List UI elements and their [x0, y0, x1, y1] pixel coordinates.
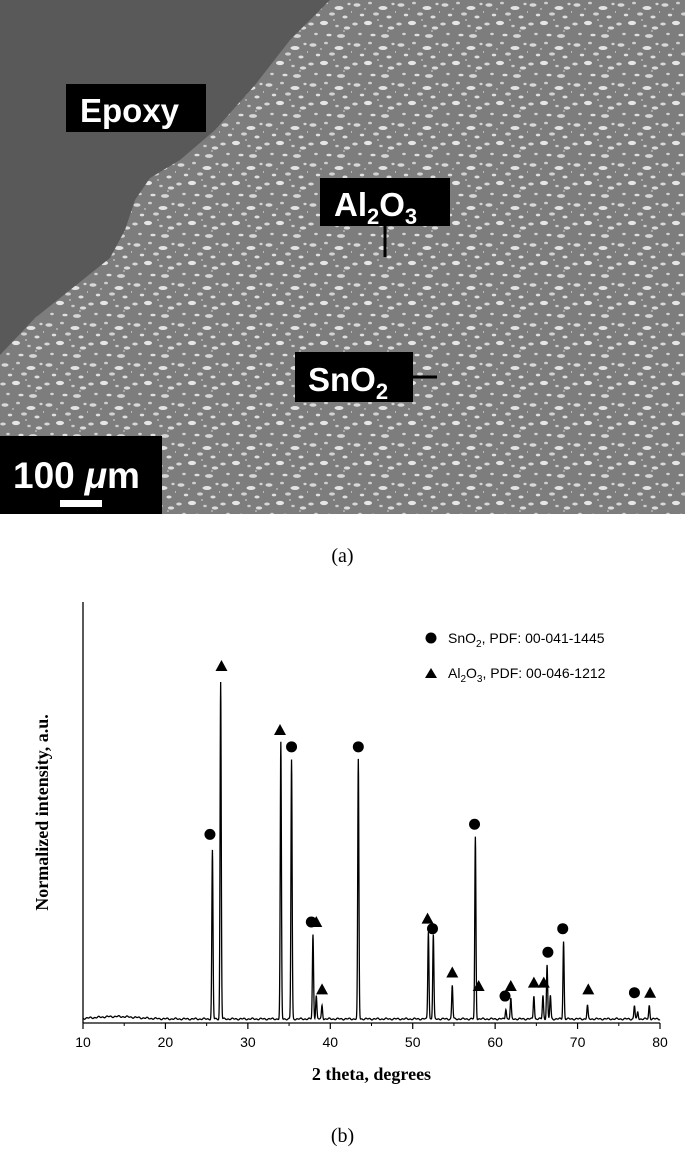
x-axis-title: 2 theta, degrees [312, 1064, 431, 1084]
scale-bar [60, 500, 102, 507]
x-tick-label: 50 [405, 1034, 421, 1050]
scale-bar-label: 100 μm [13, 455, 140, 496]
caption-a: (a) [331, 545, 354, 567]
sno2-peak-marker [542, 946, 554, 958]
al2o3-peak-marker [446, 966, 459, 978]
xrd-pattern-line [82, 682, 661, 1021]
al2o3-peak-marker [537, 976, 550, 988]
epoxy-label: Epoxy [80, 92, 180, 129]
legend-marker-sno2 [425, 632, 437, 644]
x-tick-label: 60 [487, 1034, 503, 1050]
al2o3-peak-marker [274, 723, 287, 735]
x-tick-label: 20 [158, 1034, 174, 1050]
al2o3-peak-marker [310, 915, 323, 927]
xrd-chart: 10 20 30 40 50 60 70 80 2 theta, degrees Normaliz… [32, 602, 668, 1084]
x-tick-label: 40 [322, 1034, 338, 1050]
sno2-peak-marker [286, 741, 298, 753]
legend: SnO2, PDF: 00-041-1445 Al2O3, PDF: 00-04… [425, 630, 606, 685]
epoxy-label-box [66, 84, 206, 132]
al2o3-peak-marker [472, 979, 485, 991]
sno2-peak-marker [352, 741, 364, 753]
x-tick-label: 70 [570, 1034, 586, 1050]
x-tick-label: 80 [652, 1034, 668, 1050]
al2o3-peak-marker [316, 983, 329, 995]
al2o3-label: Al2O3 [334, 186, 417, 229]
sno2-peak-marker [628, 987, 640, 999]
x-tick-label: 10 [75, 1034, 91, 1050]
al2o3-peak-marker [527, 976, 540, 988]
al2o3-peak-marker [504, 979, 517, 991]
caption-b: (b) [330, 1125, 355, 1147]
al2o3-label-box [320, 178, 450, 226]
y-axis-title: Normalized intensity, a.u. [32, 714, 52, 911]
sample-region [0, 0, 685, 514]
al2o3-peak-marker [421, 912, 434, 924]
sno2-peak-marker [557, 923, 569, 935]
sno2-peak-marker [204, 828, 216, 840]
legend-label-sno2: SnO2, PDF: 00-041-1445 [448, 630, 605, 650]
al2o3-peak-marker [582, 983, 595, 995]
legend-label-al2o3: Al2O3, PDF: 00-046-1212 [448, 665, 606, 685]
legend-marker-al2o3 [425, 668, 437, 678]
sem-micrograph: Epoxy Al2O3 SnO2 100 μm [0, 0, 685, 514]
sno2-peak-marker [499, 990, 511, 1002]
sno2-label-box [295, 352, 413, 402]
sno2-peak-marker [469, 818, 481, 830]
sno2-peak-marker [426, 923, 438, 935]
al2o3-peak-marker [215, 659, 228, 671]
al2o3-peak-marker [644, 986, 657, 998]
sno2-label: SnO2 [308, 361, 388, 404]
x-tick-label: 30 [240, 1034, 256, 1050]
